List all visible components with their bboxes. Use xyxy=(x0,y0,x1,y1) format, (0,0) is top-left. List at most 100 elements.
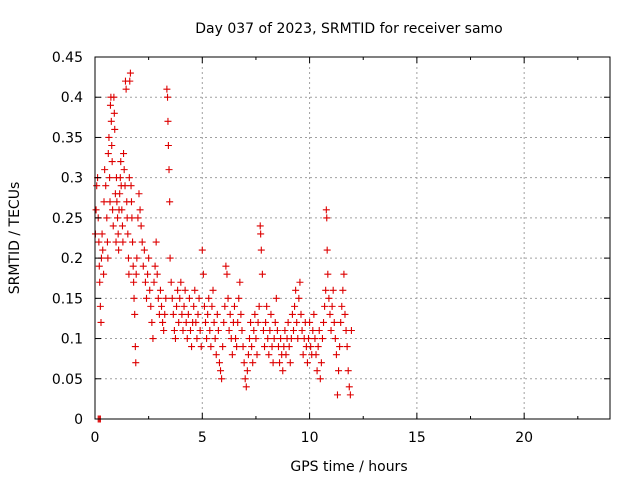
data-point xyxy=(164,117,172,125)
data-point xyxy=(222,262,230,270)
data-point xyxy=(109,222,117,230)
y-tick-label: 0.4 xyxy=(61,90,83,106)
data-point xyxy=(152,238,160,246)
data-point xyxy=(254,318,262,326)
data-point xyxy=(270,335,278,343)
y-tick-label: 0.2 xyxy=(61,251,83,267)
data-point xyxy=(272,294,280,302)
data-point xyxy=(295,294,303,302)
data-point xyxy=(130,294,138,302)
data-point xyxy=(206,327,214,335)
data-point xyxy=(147,302,155,310)
data-point xyxy=(92,206,100,214)
data-point xyxy=(332,351,340,359)
data-point xyxy=(299,351,307,359)
data-point xyxy=(218,375,226,383)
grid-lines xyxy=(95,57,610,419)
data-point xyxy=(191,286,199,294)
data-point xyxy=(328,302,336,310)
data-point xyxy=(338,302,346,310)
data-point xyxy=(345,383,353,391)
data-point xyxy=(103,238,111,246)
data-point xyxy=(146,286,154,294)
data-point xyxy=(258,270,266,278)
data-point xyxy=(160,327,168,335)
data-point xyxy=(232,335,240,343)
data-point xyxy=(99,246,107,254)
data-point xyxy=(138,238,146,246)
data-point xyxy=(284,318,292,326)
data-point xyxy=(257,246,265,254)
data-point xyxy=(204,310,212,318)
data-point xyxy=(277,335,285,343)
data-point xyxy=(322,286,330,294)
data-point xyxy=(257,230,265,238)
data-point xyxy=(110,93,118,101)
data-point xyxy=(256,222,264,230)
data-point xyxy=(315,327,323,335)
data-point xyxy=(225,327,233,335)
data-point xyxy=(329,286,337,294)
data-point xyxy=(118,222,126,230)
data-point xyxy=(106,198,114,206)
data-point xyxy=(133,254,141,262)
data-point xyxy=(129,262,137,270)
data-point xyxy=(303,359,311,367)
data-point xyxy=(335,367,343,375)
data-point xyxy=(327,327,335,335)
x-tick-label: 20 xyxy=(515,430,533,446)
data-point xyxy=(158,302,166,310)
data-point xyxy=(102,182,110,190)
data-point xyxy=(239,343,247,351)
data-point xyxy=(140,246,148,254)
data-point xyxy=(288,310,296,318)
data-point xyxy=(113,198,121,206)
y-tick-label: 0.1 xyxy=(61,332,83,348)
data-point xyxy=(156,286,164,294)
data-point xyxy=(298,327,306,335)
data-point xyxy=(98,230,106,238)
data-point xyxy=(312,351,320,359)
data-point xyxy=(161,310,169,318)
data-point xyxy=(323,214,331,222)
data-point xyxy=(166,254,174,262)
data-point xyxy=(104,254,112,262)
data-point xyxy=(211,335,219,343)
data-point xyxy=(346,391,354,399)
data-point xyxy=(316,375,324,383)
data-point xyxy=(108,141,116,149)
data-point xyxy=(236,278,244,286)
data-point xyxy=(132,270,140,278)
data-point xyxy=(188,343,196,351)
data-point xyxy=(149,335,157,343)
data-point xyxy=(108,158,116,166)
data-point xyxy=(199,270,207,278)
x-tick-label: 15 xyxy=(408,430,426,446)
data-point xyxy=(291,302,299,310)
data-point xyxy=(266,327,274,335)
data-point xyxy=(285,343,293,351)
data-point xyxy=(168,294,176,302)
data-point xyxy=(241,375,249,383)
data-point xyxy=(167,278,175,286)
data-point xyxy=(127,182,135,190)
data-point xyxy=(203,335,211,343)
data-point xyxy=(326,310,334,318)
data-point xyxy=(96,302,104,310)
data-point xyxy=(200,302,208,310)
data-point xyxy=(97,318,105,326)
data-point xyxy=(265,351,273,359)
data-point xyxy=(217,367,225,375)
data-point xyxy=(193,335,201,343)
data-point xyxy=(251,310,259,318)
data-point xyxy=(287,335,295,343)
data-point xyxy=(341,310,349,318)
data-point xyxy=(306,318,314,326)
data-point xyxy=(196,327,204,335)
data-point xyxy=(119,238,127,246)
data-point xyxy=(154,294,162,302)
data-point xyxy=(261,343,269,351)
data-point xyxy=(114,214,122,222)
data-point xyxy=(185,294,193,302)
data-point xyxy=(132,359,140,367)
